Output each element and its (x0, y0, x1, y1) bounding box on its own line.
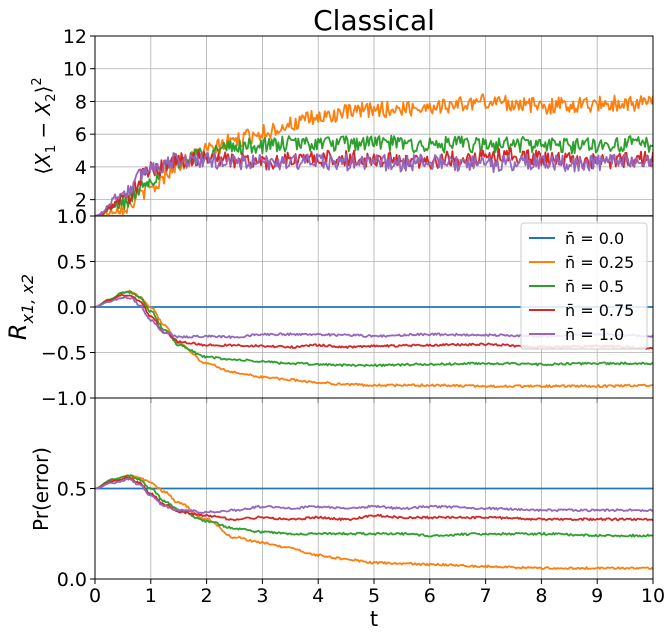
ytick-label: 12 (63, 26, 87, 48)
legend-label: n̄ = 0.5 (565, 277, 624, 296)
legend-label: n̄ = 0.0 (565, 229, 624, 248)
grid-sq-distance (94, 35, 654, 217)
ytick-label: 0.0 (57, 569, 87, 591)
legend-label: n̄ = 1.0 (565, 325, 624, 344)
yticks-error: 0.0 0.5 (57, 479, 654, 591)
ytick-label: 2 (75, 190, 87, 212)
series-line (95, 147, 653, 216)
legend-box (520, 222, 648, 350)
legend: n̄ = 0.0 n̄ = 0.25 n̄ = 0.5 n̄ = 0.75 n̄ = 1… (520, 222, 648, 350)
xtick-label: 4 (312, 585, 324, 607)
xtick-label: 10 (641, 585, 665, 607)
panel-error: 0.0 0.5 Pr(error) 0 1 2 3 4 5 6 7 8 9 10 t (29, 397, 665, 631)
ylabel-sq-distance: ⟨X1 − X2⟩2 (30, 77, 59, 174)
legend-label: n̄ = 0.75 (565, 301, 634, 320)
xtick-label: 9 (591, 585, 603, 607)
ytick-label: 10 (63, 59, 87, 81)
series-line (95, 290, 653, 368)
chart-title: Classical (313, 4, 435, 37)
ylabel-correlation: Rx1, x2 (4, 274, 37, 340)
ytick-label: −0.5 (41, 343, 87, 365)
ytick-label: 1.0 (57, 206, 87, 228)
xtick-label: 8 (535, 585, 547, 607)
xtick-label: 3 (256, 585, 268, 607)
series-sq-distance (95, 93, 653, 216)
panel-sq-distance: 1.02 4 6 8 10 12 ⟨X1 − X2⟩2 (30, 26, 654, 228)
ylabel-error: Pr(error) (29, 447, 53, 531)
series-line (95, 477, 653, 514)
xtick-label: 6 (424, 585, 436, 607)
yticks-sq-distance: 1.02 4 6 8 10 12 (57, 26, 654, 228)
series-line (95, 134, 653, 216)
ytick-label: 1.0 (57, 206, 87, 228)
series-line (95, 474, 653, 571)
ytick-label: 0.5 (57, 252, 87, 274)
series-error (95, 474, 653, 571)
series-line (95, 476, 653, 522)
ytick-label: −1.0 (41, 388, 87, 410)
series-line (95, 151, 653, 216)
axes-frame-error (94, 397, 654, 580)
ytick-label: 4 (75, 157, 87, 179)
xtick-label: 2 (201, 585, 213, 607)
yticks-correlation: −1.0 −0.5 0.0 0.5 1.0 (41, 206, 654, 410)
ytick-label: 0.5 (57, 479, 87, 501)
xtick-label: 0 (89, 585, 101, 607)
ytick-label: 6 (75, 124, 87, 146)
panel-correlation: −1.0−0.50.00.51.0 Rx1, x2 n̄ = 0.0n̄ = 0… (4, 206, 654, 410)
xticks: 0 1 2 3 4 5 6 7 8 9 10 (89, 585, 665, 607)
xtick-label: 7 (480, 585, 492, 607)
ytick-label: 8 (75, 91, 87, 113)
ytick-label: 0.0 (57, 297, 87, 319)
legend-label: n̄ = 0.25 (565, 253, 634, 272)
xtick-label: 5 (368, 585, 380, 607)
xtick-label: 1 (145, 585, 157, 607)
xlabel: t (370, 607, 378, 631)
